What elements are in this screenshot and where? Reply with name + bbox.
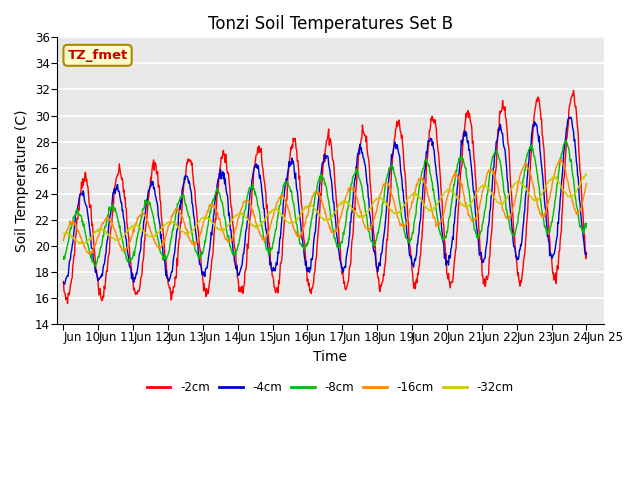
X-axis label: Time: Time (313, 350, 347, 364)
Y-axis label: Soil Temperature (C): Soil Temperature (C) (15, 109, 29, 252)
Text: TZ_fmet: TZ_fmet (67, 49, 128, 62)
Legend: -2cm, -4cm, -8cm, -16cm, -32cm: -2cm, -4cm, -8cm, -16cm, -32cm (142, 376, 518, 398)
Title: Tonzi Soil Temperatures Set B: Tonzi Soil Temperatures Set B (207, 15, 452, 33)
